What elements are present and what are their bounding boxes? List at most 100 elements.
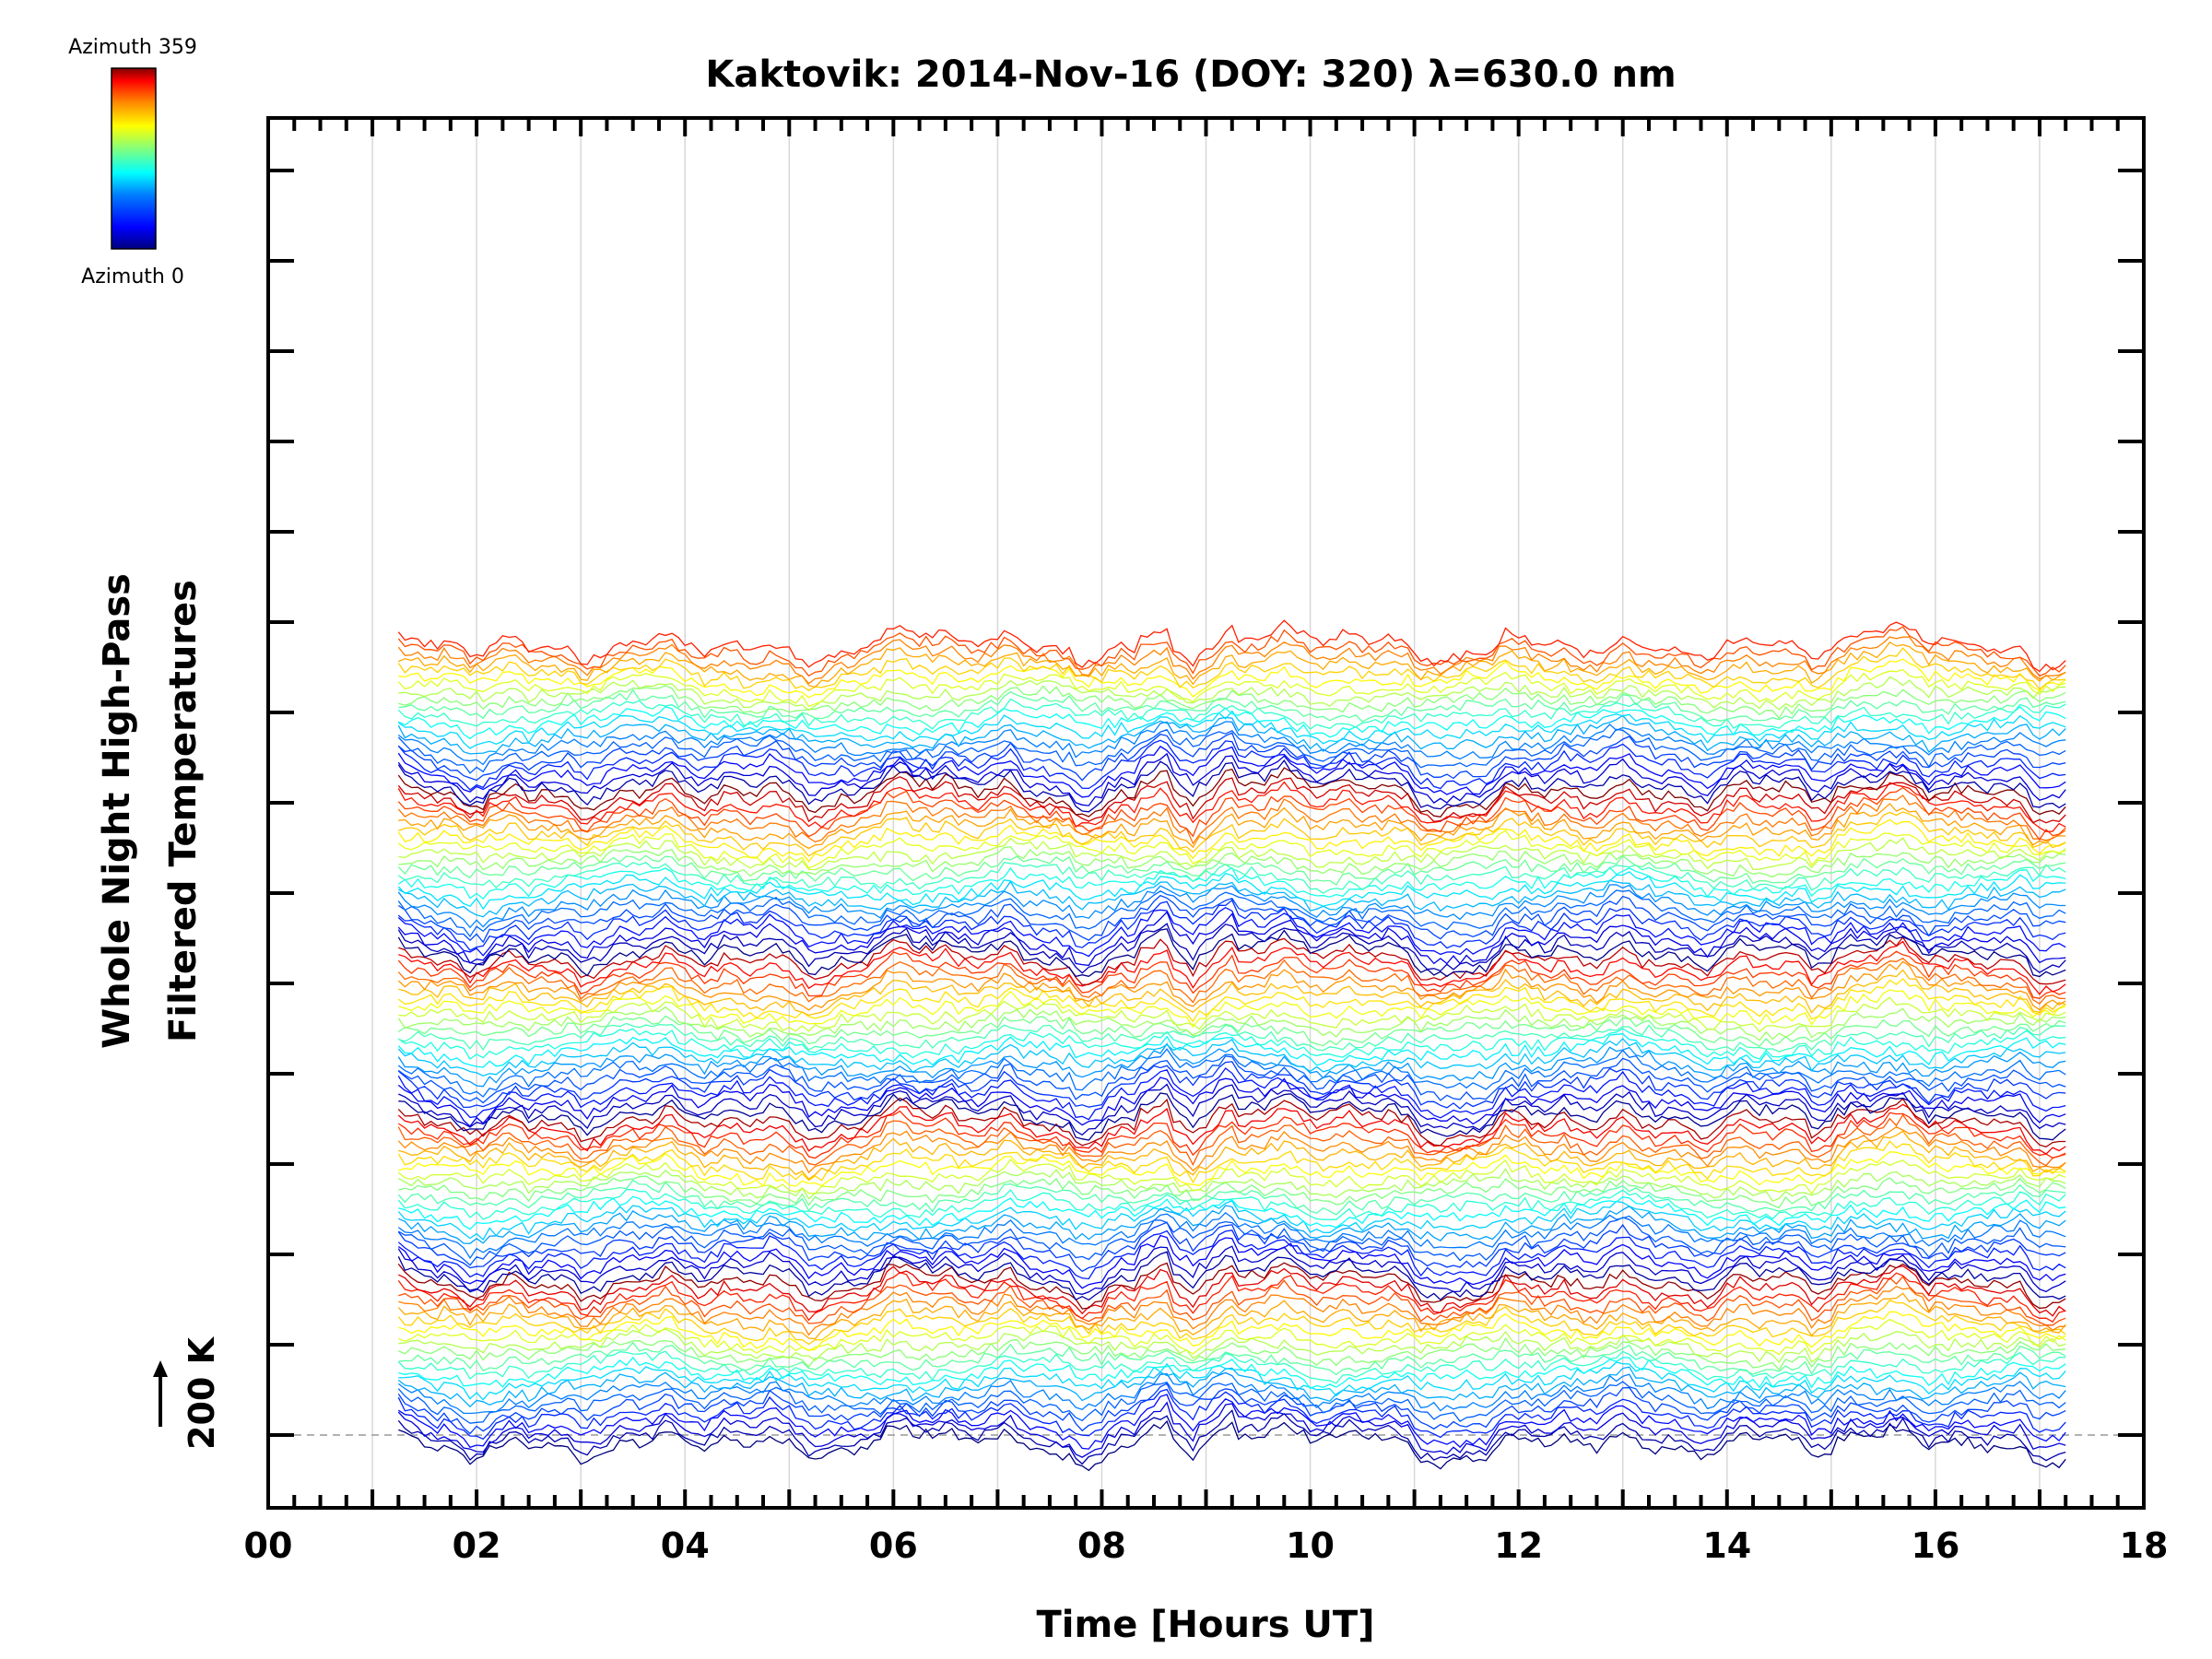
trace-line bbox=[397, 1394, 2066, 1450]
trace-line bbox=[397, 889, 2066, 938]
trace-line bbox=[397, 879, 2066, 918]
trace-line bbox=[397, 1097, 2066, 1148]
trace-line bbox=[397, 1110, 2066, 1159]
trace-line bbox=[398, 803, 2066, 850]
trace-line bbox=[397, 1221, 2066, 1273]
trace-line bbox=[397, 861, 2066, 894]
trace-line bbox=[397, 767, 2066, 818]
trace-line bbox=[398, 1336, 2066, 1371]
trace-line bbox=[397, 884, 2066, 929]
x-tick-label: 10 bbox=[1286, 1525, 1335, 1566]
trace-line bbox=[398, 996, 2066, 1033]
trace-line bbox=[398, 940, 2066, 995]
trace-line bbox=[398, 1083, 2066, 1136]
trace-line bbox=[397, 786, 2066, 841]
scale-bar-label: 200 K bbox=[182, 1335, 222, 1450]
trace-line bbox=[397, 1300, 2066, 1346]
trace-line bbox=[398, 1022, 2066, 1053]
trace-line bbox=[397, 1292, 2066, 1340]
trace-line bbox=[397, 776, 2066, 824]
trace-line bbox=[398, 989, 2066, 1029]
trace-line bbox=[397, 1271, 2066, 1324]
scale-bar-arrowhead bbox=[153, 1360, 168, 1377]
trace-line bbox=[397, 899, 2066, 951]
trace-line bbox=[398, 1092, 2066, 1141]
trace-line bbox=[397, 818, 2066, 863]
x-axis-label: Time [Hours UT] bbox=[1037, 1604, 1375, 1646]
trace-line bbox=[398, 658, 2066, 699]
trace-line bbox=[397, 1262, 2066, 1310]
x-tick-label: 14 bbox=[1702, 1525, 1751, 1566]
trace-line bbox=[397, 1366, 2066, 1408]
trace-line bbox=[398, 1276, 2066, 1326]
trace-line bbox=[398, 935, 2066, 986]
trace-line bbox=[397, 1230, 2066, 1280]
trace-line bbox=[397, 1077, 2066, 1127]
trace-line bbox=[397, 647, 2066, 691]
trace-line bbox=[397, 1409, 2066, 1465]
trace-line bbox=[397, 710, 2066, 749]
y-axis-label-line1: Whole Night High-Pass bbox=[96, 573, 138, 1049]
trace-line bbox=[398, 688, 2066, 723]
trace-line bbox=[397, 1217, 2066, 1266]
trace-line bbox=[397, 830, 2066, 869]
trace-line bbox=[397, 950, 2066, 999]
trace-line bbox=[398, 1356, 2066, 1390]
temperature-traces bbox=[397, 619, 2066, 1472]
trace-line bbox=[397, 923, 2066, 974]
trace-line bbox=[397, 871, 2066, 911]
colorbar-gradient bbox=[111, 67, 157, 250]
trace-line bbox=[397, 1168, 2066, 1202]
trace-line bbox=[398, 1130, 2066, 1181]
trace-line bbox=[397, 728, 2066, 774]
trace-line bbox=[398, 1419, 2066, 1472]
trace-line bbox=[397, 1371, 2066, 1415]
trace-line bbox=[397, 636, 2066, 685]
trace-line bbox=[397, 1048, 2066, 1098]
trace-line bbox=[398, 1361, 2066, 1401]
x-tick-label: 02 bbox=[453, 1525, 501, 1566]
trace-line bbox=[397, 1179, 2066, 1216]
trace-line bbox=[397, 1015, 2066, 1048]
colorbar-bottom-label: Azimuth 0 bbox=[81, 265, 184, 288]
trace-line bbox=[397, 759, 2066, 813]
trace-line bbox=[397, 978, 2066, 1023]
trace-line bbox=[397, 894, 2066, 944]
trace-line bbox=[397, 1067, 2066, 1121]
trace-line bbox=[397, 958, 2066, 1005]
y-axis-ticks bbox=[268, 169, 2144, 1437]
trace-line bbox=[397, 960, 2066, 1011]
trace-line bbox=[398, 1318, 2066, 1356]
trace-line bbox=[397, 1350, 2066, 1384]
trace-line bbox=[398, 1175, 2066, 1209]
trace-line bbox=[398, 1341, 2066, 1376]
trace-line bbox=[398, 1311, 2066, 1351]
chart-title: Kaktovik: 2014-Nov-16 (DOY: 320) λ=630.0… bbox=[705, 53, 1676, 96]
trace-line bbox=[398, 837, 2066, 871]
trace-line bbox=[397, 714, 2066, 755]
x-tick-label: 18 bbox=[2120, 1525, 2169, 1566]
trace-line bbox=[397, 698, 2066, 730]
trace-line bbox=[397, 1042, 2066, 1088]
trace-line bbox=[398, 1328, 2066, 1363]
trace-line bbox=[398, 969, 2066, 1017]
trace-line bbox=[397, 752, 2066, 806]
trace-line bbox=[398, 1151, 2066, 1187]
trace-line bbox=[397, 1234, 2066, 1289]
trace-line bbox=[397, 1245, 2066, 1295]
trace-line bbox=[398, 676, 2066, 712]
trace-line bbox=[397, 739, 2066, 791]
trace-line bbox=[397, 1401, 2066, 1458]
x-tick-label: 16 bbox=[1911, 1525, 1959, 1566]
x-tick-label: 06 bbox=[869, 1525, 918, 1566]
trace-line bbox=[398, 1265, 2066, 1317]
trace-line bbox=[398, 846, 2066, 878]
trace-line bbox=[397, 668, 2066, 708]
y-axis-label: Whole Night High-Pass Filtered Temperatu… bbox=[96, 573, 205, 1049]
trace-line bbox=[398, 705, 2066, 740]
trace-line bbox=[397, 1159, 2066, 1195]
trace-line bbox=[397, 1028, 2066, 1060]
trace-line bbox=[398, 1205, 2066, 1244]
trace-line bbox=[397, 928, 2066, 978]
